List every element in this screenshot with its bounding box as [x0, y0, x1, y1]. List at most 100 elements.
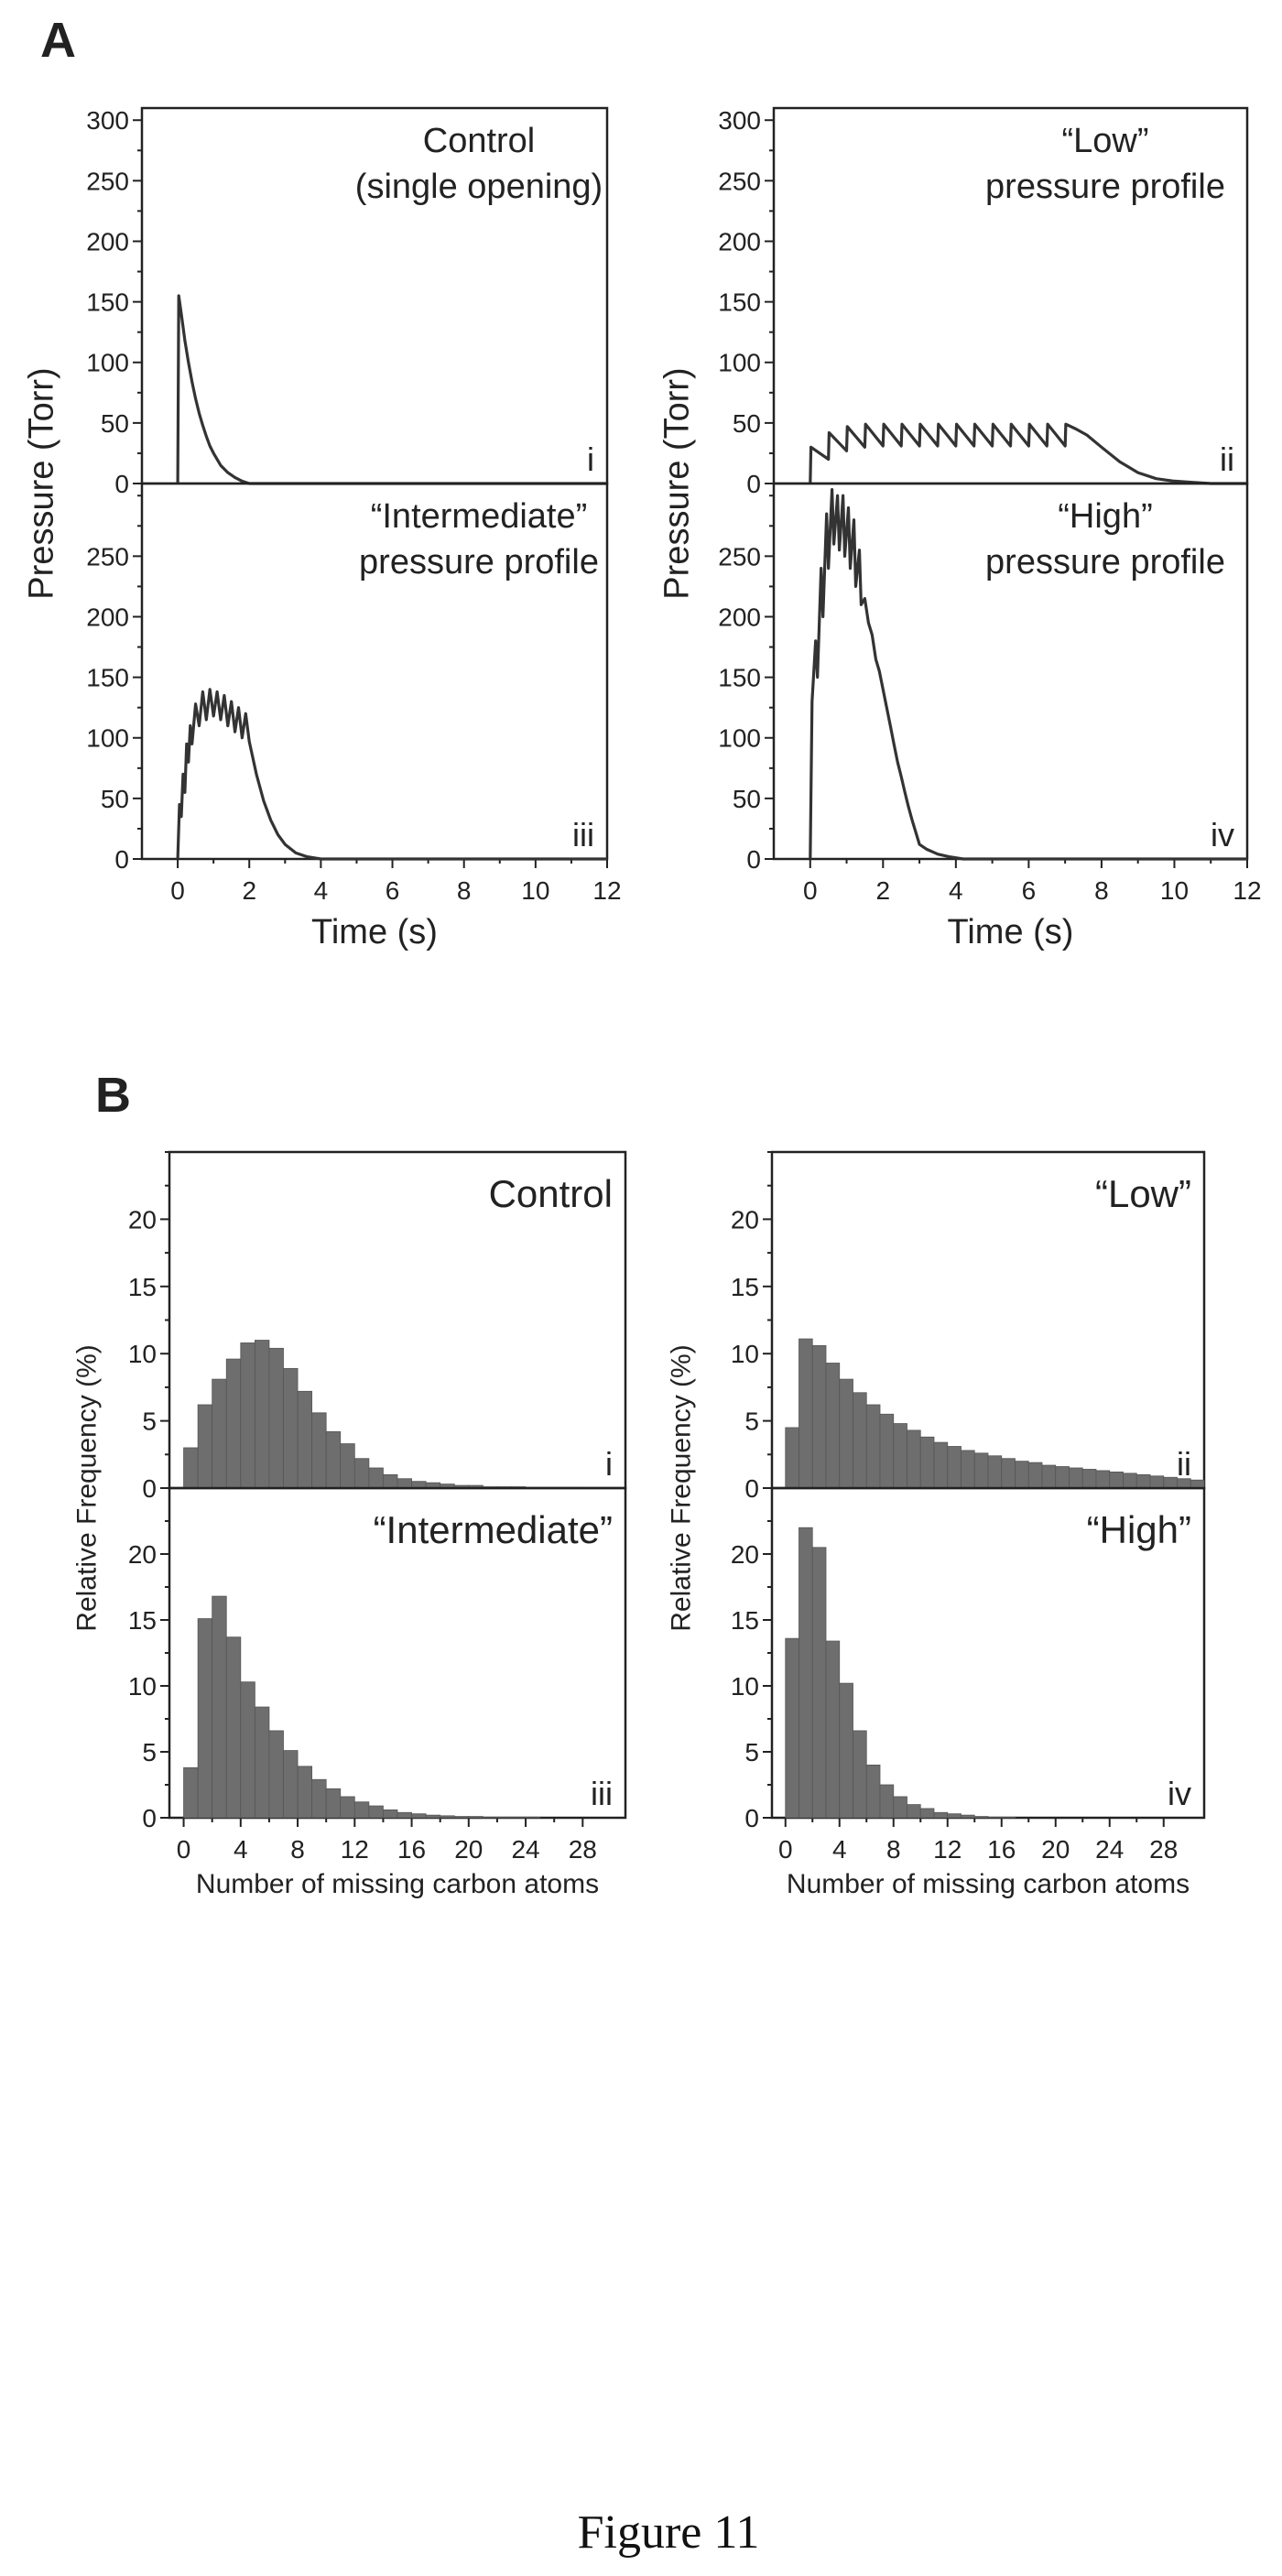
- b-iii-histogram-bar: [297, 1766, 313, 1819]
- a-iii-x-axis-title: Time (s): [311, 913, 438, 951]
- b-iii-x-tick-label: 12: [341, 1835, 369, 1864]
- b-iii-histogram-bar: [440, 1815, 455, 1819]
- b-iii-x-tick-label: 16: [397, 1835, 426, 1864]
- b-iv-x-axis-title: Number of missing carbon atoms: [787, 1869, 1190, 1899]
- b-ii-histogram-bar: [839, 1378, 853, 1489]
- b-iii-histogram-bar: [425, 1814, 441, 1819]
- a-iii-y-tick-label: 250: [86, 542, 129, 571]
- b-ii-histogram-bar: [947, 1446, 962, 1489]
- b-i-histogram-bar: [197, 1404, 213, 1489]
- b-ii-histogram-bar: [811, 1344, 827, 1489]
- a-iv-x-tick-label: 4: [949, 876, 963, 905]
- b-i-histogram-bar: [254, 1340, 270, 1489]
- b-iv-histogram-bar: [947, 1813, 962, 1819]
- figure-caption: Figure 11: [578, 2506, 760, 2559]
- b-iv-annotation: “High”: [1087, 1508, 1191, 1551]
- a-ii-y-tick-label: 50: [733, 409, 761, 438]
- b-i-y-tick-label: 10: [128, 1340, 157, 1368]
- b-iv-y-tick-label: 15: [731, 1606, 759, 1635]
- a-iii-x-tick-label: 10: [521, 876, 549, 905]
- b-iii-annotation: “Intermediate”: [374, 1508, 613, 1551]
- b-iii-histogram-bar: [283, 1750, 299, 1819]
- a-iv-panel-numeral: iv: [1211, 816, 1234, 853]
- a-i-y-tick-label: 300: [86, 106, 129, 135]
- a-ii-panel-numeral: ii: [1220, 440, 1234, 478]
- a-iv-y-tick-label: 250: [718, 542, 761, 571]
- b-ii-histogram-bar: [1041, 1464, 1057, 1489]
- b-ii-histogram-bar: [933, 1441, 949, 1489]
- a-ii-annotation-line: “Low”: [1061, 122, 1148, 160]
- b-iv-x-tick-label: 28: [1149, 1835, 1178, 1864]
- b-i-histogram-bar: [353, 1458, 370, 1489]
- b-iii-histogram-bar: [240, 1681, 255, 1819]
- b-iii-histogram-bar: [383, 1809, 398, 1819]
- b-ii-histogram-bar: [879, 1413, 895, 1489]
- b-i-histogram-bar: [325, 1430, 342, 1489]
- b-ii-y-tick-label: 15: [731, 1273, 759, 1301]
- b-iv-histogram-bar: [865, 1765, 881, 1819]
- b-iii-histogram-bar: [212, 1595, 227, 1819]
- b-iv-histogram-bar: [919, 1808, 935, 1819]
- a-ii-annotation-line: pressure profile: [985, 168, 1225, 206]
- b-iii-histogram-bar: [268, 1730, 284, 1819]
- b-i-histogram-bar: [311, 1412, 327, 1489]
- a-iv-x-tick-label: 10: [1160, 876, 1189, 905]
- a-iii-annotation-line: “Intermediate”: [371, 497, 588, 536]
- a-ii-y-tick-label: 100: [718, 349, 761, 377]
- a-iii-x-tick-label: 12: [592, 876, 621, 905]
- b-iv-histogram-bar: [961, 1814, 975, 1819]
- a-iv-y-tick-label: 100: [718, 724, 761, 753]
- b-ii-histogram-bar: [1069, 1467, 1083, 1489]
- b-iii-histogram-bar: [183, 1766, 199, 1819]
- b-iii-histogram-bar: [197, 1618, 213, 1819]
- a-iii-panel-numeral: iii: [572, 816, 594, 853]
- b-ii-histogram-bar: [919, 1436, 935, 1489]
- b-ii-histogram-bar: [893, 1423, 907, 1489]
- a-iii-plot-frame: [140, 482, 609, 861]
- a-i-annotation-line: Control: [423, 122, 536, 160]
- a-iii-x-tick-label: 2: [242, 876, 256, 905]
- b-i-histogram-bar: [368, 1467, 384, 1489]
- b-iii-panel-numeral: iii: [591, 1775, 613, 1812]
- b-i-y-tick-label: 5: [142, 1408, 157, 1436]
- b-ii-histogram-bar: [1095, 1470, 1111, 1489]
- b-iii-y-tick-label: 0: [142, 1804, 157, 1832]
- a-iv-x-axis-title: Time (s): [948, 913, 1074, 951]
- b-iii-x-axis-title: Number of missing carbon atoms: [196, 1869, 599, 1899]
- b-iv-histogram-bar: [973, 1816, 989, 1819]
- a-iii-x-tick-label: 8: [457, 876, 472, 905]
- b-ii-annotation: “Low”: [1095, 1172, 1191, 1215]
- b-iv-y-tick-label: 20: [731, 1540, 759, 1569]
- b-iii-histogram-bar: [496, 1816, 512, 1819]
- a-iv-x-tick-label: 0: [803, 876, 818, 905]
- a-iv-y-tick-label: 150: [718, 664, 761, 692]
- b-iv-panel-numeral: iv: [1168, 1775, 1191, 1812]
- b-iv-x-tick-label: 0: [778, 1835, 793, 1864]
- b-i-histogram-bar: [268, 1347, 284, 1489]
- b-i-histogram-bar: [225, 1358, 242, 1489]
- a-iii-y-tick-label: 0: [114, 845, 129, 874]
- b-ii-histogram-bar: [825, 1363, 841, 1489]
- a-iv-y-tick-label: 200: [718, 603, 761, 631]
- b-right-y-axis-title: Relative Frequency (%): [667, 1344, 697, 1631]
- b-iv-x-tick-label: 12: [933, 1835, 962, 1864]
- a-iv-pressure-series-line: [809, 487, 1247, 861]
- b-iv-y-tick-label: 5: [744, 1738, 759, 1766]
- b-iv-histogram-bar: [825, 1640, 841, 1819]
- a-iii-pressure-series-line: [176, 688, 607, 861]
- a-ii-y-tick-label: 250: [718, 167, 761, 195]
- b-ii-y-tick-label: 0: [744, 1474, 759, 1503]
- b-iv-histogram-bar: [933, 1811, 949, 1819]
- a-iii-y-tick-label: 200: [86, 603, 129, 631]
- a-i-y-tick-label: 150: [86, 288, 129, 317]
- b-ii-histogram-bar: [1027, 1462, 1043, 1489]
- b-iii-histogram-bar: [353, 1801, 370, 1819]
- a-left-y-axis-title: Pressure (Torr): [22, 367, 60, 599]
- b-iv-histogram-bar: [893, 1796, 907, 1819]
- b-i-y-tick-label: 20: [128, 1205, 157, 1234]
- a-i-y-tick-label: 200: [86, 227, 129, 255]
- b-ii-histogram-bar: [853, 1392, 867, 1489]
- b-ii-histogram-bar: [987, 1455, 1003, 1489]
- b-ii-histogram-bar: [1015, 1461, 1029, 1489]
- b-iv-x-tick-label: 4: [832, 1835, 847, 1864]
